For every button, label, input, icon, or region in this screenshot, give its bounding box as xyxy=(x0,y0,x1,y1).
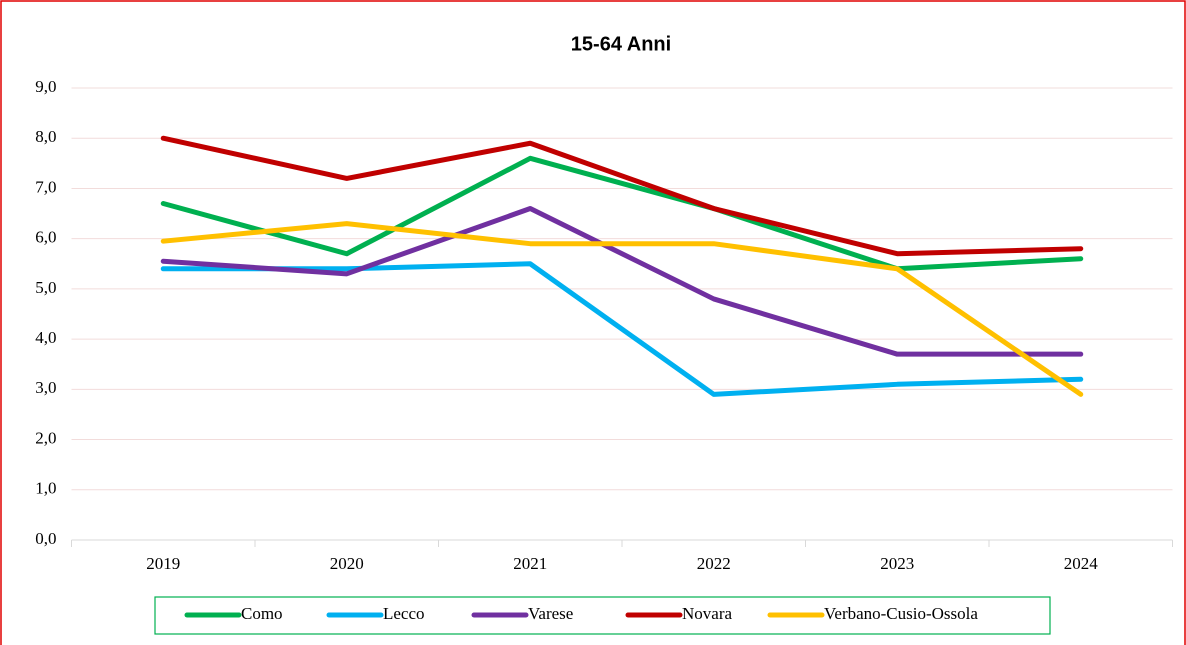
y-tick-label: 9,0 xyxy=(35,77,56,96)
x-tick-label: 2024 xyxy=(1064,554,1099,573)
y-tick-label: 4,0 xyxy=(35,328,56,347)
chart-title: 15-64 Anni xyxy=(571,33,671,55)
x-tick-label: 2021 xyxy=(513,554,547,573)
legend-label: Varese xyxy=(528,604,573,623)
y-tick-label: 6,0 xyxy=(35,228,56,247)
y-tick-label: 7,0 xyxy=(35,177,56,196)
legend-box xyxy=(154,596,1051,635)
x-tick-label: 2019 xyxy=(146,554,180,573)
x-tick-label: 2023 xyxy=(880,554,914,573)
series-line xyxy=(160,155,1084,272)
y-tick-label: 0,0 xyxy=(35,529,56,548)
y-tick-label: 3,0 xyxy=(35,378,56,397)
series-line xyxy=(160,221,1084,397)
series-line xyxy=(160,206,1084,357)
legend-label: Verbano-Cusio-Ossola xyxy=(824,604,978,623)
y-tick-label: 1,0 xyxy=(35,479,56,498)
series-line xyxy=(160,135,1084,257)
y-tick-label: 2,0 xyxy=(35,428,56,447)
y-tick-label: 8,0 xyxy=(35,127,56,146)
legend-label: Como xyxy=(241,604,283,623)
legend-label: Lecco xyxy=(383,604,425,623)
x-tick-label: 2020 xyxy=(330,554,364,573)
x-tick-label: 2022 xyxy=(697,554,731,573)
series-line xyxy=(160,261,1084,397)
y-tick-label: 5,0 xyxy=(35,278,56,297)
legend-label: Novara xyxy=(682,604,732,623)
